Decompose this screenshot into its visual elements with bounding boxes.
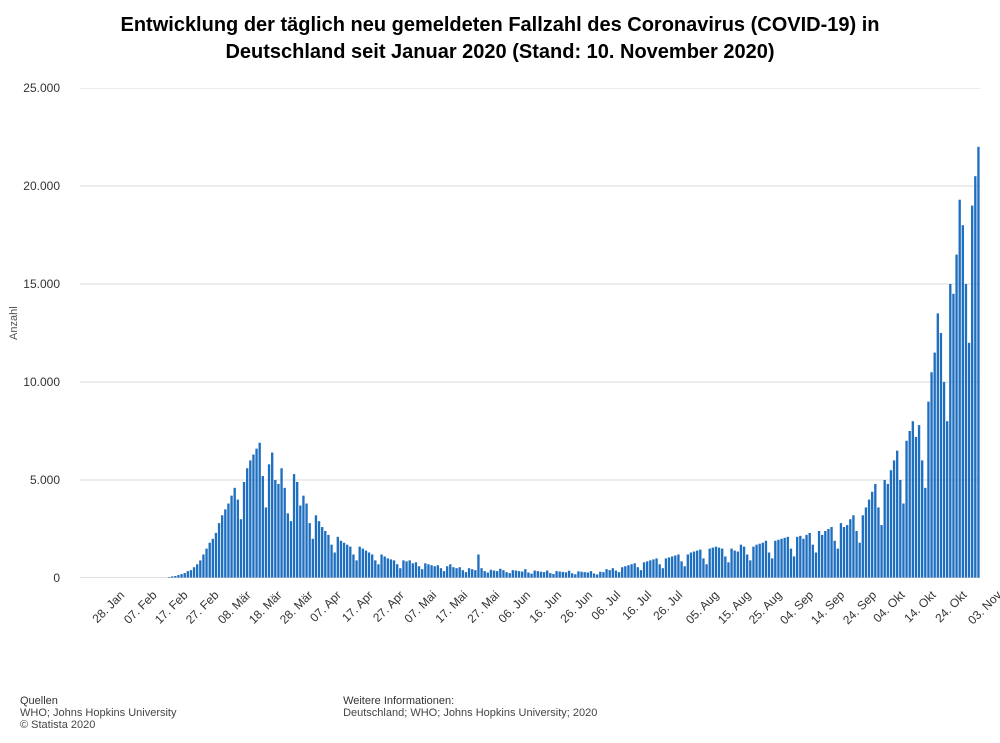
x-tick-label: 06. Jul xyxy=(588,588,623,623)
sources-heading: Quellen xyxy=(20,695,320,707)
x-tick-label: 07. Mai xyxy=(402,588,440,626)
info-heading: Weitere Informationen: xyxy=(343,695,597,707)
x-tick-label: 05. Aug xyxy=(683,588,722,627)
x-tick-label: 24. Sep xyxy=(840,588,879,627)
x-tick-label: 25. Aug xyxy=(746,588,785,627)
x-tick-label: 17. Mai xyxy=(433,588,471,626)
info-text: Deutschland; WHO; Johns Hopkins Universi… xyxy=(343,707,597,719)
x-tick-label: 28. Mär xyxy=(277,588,316,627)
y-axis-label: Anzahl xyxy=(8,306,20,340)
x-tick-label: 27. Mai xyxy=(464,588,502,626)
y-tick-label: 15.000 xyxy=(0,277,60,291)
x-tick-label: 14. Okt xyxy=(901,588,938,625)
x-tick-label: 07. Feb xyxy=(121,588,160,627)
y-tick-label: 20.000 xyxy=(0,179,60,193)
sources-text: WHO; Johns Hopkins University xyxy=(20,707,320,719)
x-tick-label: 14. Sep xyxy=(808,588,847,627)
x-tick-label: 06. Jun xyxy=(495,588,533,626)
y-tick-label: 0 xyxy=(0,571,60,585)
y-tick-label: 10.000 xyxy=(0,375,60,389)
x-tick-label: 15. Aug xyxy=(714,588,753,627)
x-tick-label: 17. Feb xyxy=(152,588,191,627)
x-tick-label: 07. Apr xyxy=(307,588,344,625)
plot-area xyxy=(80,88,980,578)
x-tick-label: 04. Sep xyxy=(777,588,816,627)
x-tick-label: 27. Feb xyxy=(183,588,222,627)
x-tick-label: 03. Nov xyxy=(965,588,1000,627)
x-tick-label: 28. Jan xyxy=(89,588,127,626)
chart-footer: Quellen WHO; Johns Hopkins University © … xyxy=(20,695,980,731)
x-axis-labels: 28. Jan07. Feb17. Feb27. Feb08. Mär18. M… xyxy=(80,582,980,672)
x-tick-label: 24. Okt xyxy=(933,588,970,625)
x-tick-label: 26. Jun xyxy=(558,588,596,626)
chart-title: Entwicklung der täglich neu gemeldeten F… xyxy=(0,12,1000,66)
x-tick-label: 18. Mär xyxy=(246,588,285,627)
copyright-text: © Statista 2020 xyxy=(20,719,320,731)
x-tick-label: 16. Jul xyxy=(619,588,654,623)
x-tick-label: 17. Apr xyxy=(339,588,376,625)
x-tick-label: 16. Jun xyxy=(527,588,565,626)
y-tick-label: 25.000 xyxy=(0,81,60,95)
chart-container: Entwicklung der täglich neu gemeldeten F… xyxy=(0,0,1000,743)
bar-chart xyxy=(80,88,980,578)
x-tick-label: 26. Jul xyxy=(650,588,685,623)
x-tick-label: 08. Mär xyxy=(214,588,253,627)
x-tick-label: 27. Apr xyxy=(370,588,407,625)
y-tick-label: 5.000 xyxy=(0,473,60,487)
